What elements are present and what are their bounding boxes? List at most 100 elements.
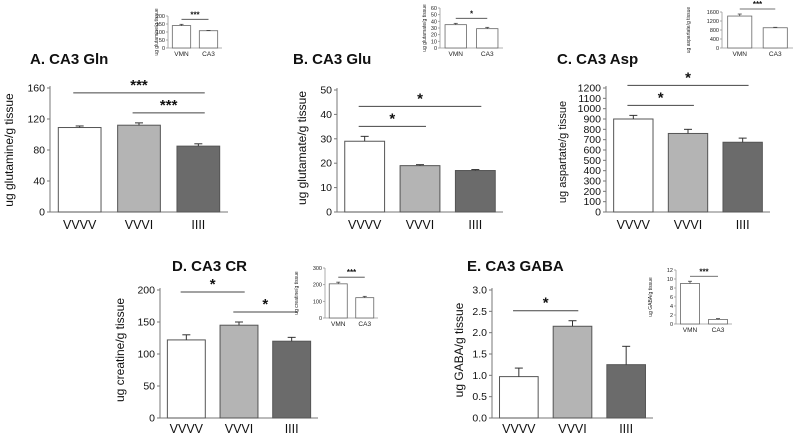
inset-y-tick-label: 300 <box>313 266 322 272</box>
chart-panel: E. CA3 GABA ug GABA/g tissue 0.0 0.5 1.0 1.5 2… <box>452 258 732 436</box>
inset-bar <box>708 319 728 325</box>
inset-y-tick-label: 0 <box>716 46 719 52</box>
significance-label: * <box>543 295 549 312</box>
inset-y-tick-label: 40 <box>431 19 437 25</box>
significance-label: * <box>658 89 664 106</box>
inset-bar <box>171 25 192 49</box>
inset-y-axis-label: ug glutamine/g tissue <box>154 8 160 55</box>
bar <box>613 118 654 213</box>
y-tick-label: 160 <box>27 83 45 95</box>
inset-bar <box>444 24 467 49</box>
y-tick-label: 50 <box>320 85 332 97</box>
inset-bar <box>198 30 219 49</box>
y-tick-label: 30 <box>320 133 332 145</box>
inset-y-tick-label: 0 <box>434 46 437 52</box>
y-tick-label: 1000 <box>578 103 602 115</box>
x-category-label: VVVI <box>558 422 587 436</box>
inset-y-tick-label: 30 <box>431 26 437 32</box>
inset-y-tick-label: 100 <box>313 299 322 305</box>
chart-panel: D. CA3 CR ug creatine/g tissue 0 50 100 150 20… <box>113 258 378 436</box>
inset-x-category-label: VMN <box>174 51 189 58</box>
inset-bar <box>355 297 375 319</box>
inset-y-tick-label: 10 <box>431 39 437 45</box>
inset-y-tick-label: 800 <box>710 28 719 34</box>
inset-significance-label: *** <box>753 0 763 9</box>
panel-title: C. CA3 Asp <box>557 51 638 68</box>
bar <box>176 145 221 213</box>
significance-label: *** <box>130 77 148 94</box>
x-category-label: VVVI <box>225 422 254 436</box>
y-tick-label: 700 <box>583 134 601 146</box>
y-tick-label: 120 <box>27 114 45 126</box>
x-category-label: VVVI <box>406 218 435 232</box>
y-tick-label: 0 <box>595 207 601 219</box>
inset-x-category-label: VMN <box>683 327 698 334</box>
significance-label: * <box>685 69 691 86</box>
bar <box>454 170 496 213</box>
bar <box>552 325 593 419</box>
inset-y-tick-label: 1600 <box>707 10 719 16</box>
inset-x-category-label: VMN <box>733 51 748 58</box>
inset-y-tick-label: 12 <box>667 268 673 274</box>
y-tick-label: 2.0 <box>472 327 487 339</box>
inset-y-tick-label: 2 <box>670 313 673 319</box>
significance-label: * <box>389 110 395 127</box>
x-category-label: IIII <box>468 218 482 232</box>
panel-title: B. CA3 Glu <box>293 51 371 68</box>
inset-x-category-label: CA3 <box>202 51 215 58</box>
bar <box>166 339 206 419</box>
panel-title: E. CA3 GABA <box>467 258 564 275</box>
y-tick-label: 1100 <box>578 93 601 105</box>
x-category-label: VVVI <box>125 218 154 232</box>
y-tick-label: 200 <box>583 186 601 198</box>
inset-y-tick-label: 100 <box>156 30 165 36</box>
bar <box>57 127 102 213</box>
inset-y-axis-label: ug creatine/g tissue <box>294 271 300 315</box>
y-tick-label: 1200 <box>578 83 602 95</box>
y-tick-label: 0.0 <box>472 413 487 425</box>
y-tick-label: 50 <box>143 381 155 393</box>
inset-x-category-label: VMN <box>331 321 346 328</box>
inset-y-tick-label: 0 <box>670 322 673 328</box>
y-axis-label: ug GABA/g tissue <box>452 302 466 397</box>
bar <box>219 324 259 419</box>
x-category-label: VVVI <box>674 218 703 232</box>
significance-label: * <box>262 296 268 313</box>
inset-x-category-label: VMN <box>449 51 464 58</box>
y-tick-label: 3.0 <box>472 285 487 297</box>
x-category-label: IIII <box>736 218 750 232</box>
y-axis-label: ug creatine/g tissue <box>113 298 127 402</box>
inset-bar <box>328 283 348 319</box>
x-category-label: VVVV <box>170 422 204 436</box>
inset-y-tick-label: 0 <box>162 46 165 52</box>
inset-y-tick-label: 4 <box>670 304 673 310</box>
inset-chart: 0 100 200 300 ug creatine/g tissue VMN CA3 *** <box>294 266 378 328</box>
panel-title: D. CA3 CR <box>172 258 247 275</box>
y-tick-label: 900 <box>583 114 601 126</box>
inset-y-tick-label: 8 <box>670 286 673 292</box>
inset-y-tick-label: 50 <box>431 13 437 19</box>
y-tick-label: 800 <box>583 124 601 136</box>
inset-y-tick-label: 60 <box>431 6 437 12</box>
bar <box>117 124 161 213</box>
y-tick-label: 100 <box>137 349 155 361</box>
bar <box>399 165 441 213</box>
inset-bar <box>727 15 753 49</box>
inset-y-tick-label: 200 <box>156 14 165 20</box>
inset-y-axis-label: ug glutamate/g tissue <box>422 4 428 52</box>
y-tick-label: 10 <box>320 182 332 194</box>
inset-significance-label: *** <box>699 267 709 276</box>
panel-title: A. CA3 Gln <box>30 51 108 68</box>
inset-y-tick-label: 200 <box>313 283 322 289</box>
y-tick-label: 2.5 <box>472 306 487 318</box>
inset-significance-label: * <box>470 9 474 18</box>
y-axis-label: ug glutamate/g tissue <box>295 91 309 205</box>
y-axis-label: ug aspartate/g tissue <box>557 101 569 203</box>
bar <box>606 364 646 419</box>
inset-y-tick-label: 1200 <box>707 19 719 25</box>
y-tick-label: 1.0 <box>472 370 487 382</box>
